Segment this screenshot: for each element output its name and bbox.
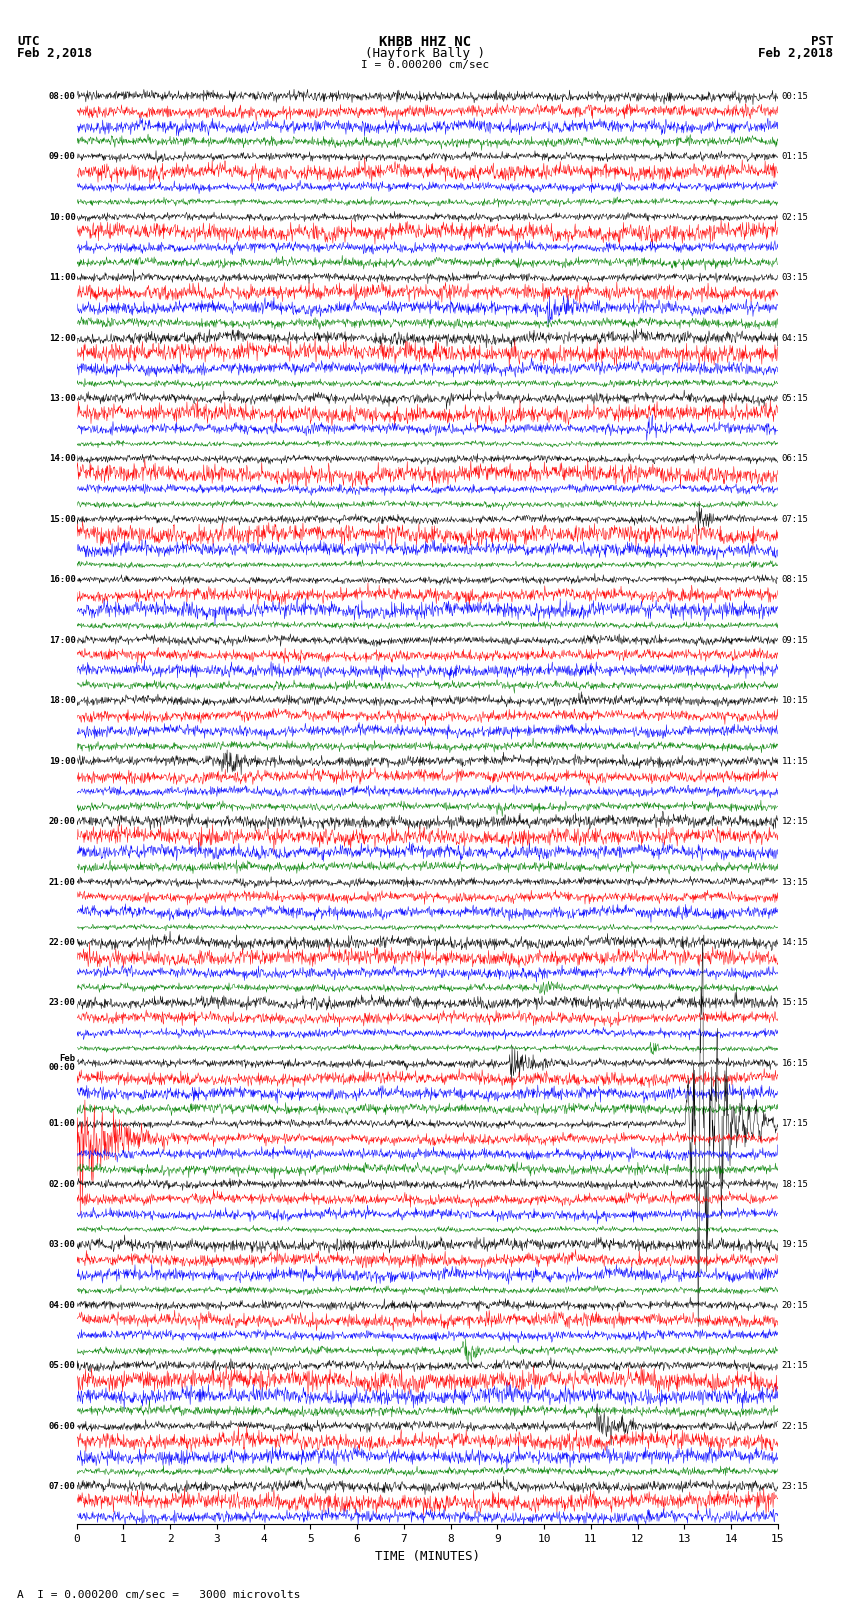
Text: 22:00: 22:00 [48,939,76,947]
Text: 08:15: 08:15 [781,576,808,584]
Text: (Hayfork Bally ): (Hayfork Bally ) [365,47,485,60]
Text: 11:15: 11:15 [781,756,808,766]
Text: 03:00: 03:00 [48,1240,76,1248]
Text: Feb 2,2018: Feb 2,2018 [17,47,92,60]
Text: 02:00: 02:00 [48,1179,76,1189]
Text: 20:15: 20:15 [781,1300,808,1310]
Text: 17:15: 17:15 [781,1119,808,1129]
Text: 16:00: 16:00 [48,576,76,584]
Text: 19:00: 19:00 [48,756,76,766]
Text: 06:00: 06:00 [48,1421,76,1431]
Text: 12:00: 12:00 [48,334,76,342]
X-axis label: TIME (MINUTES): TIME (MINUTES) [375,1550,479,1563]
Text: 20:00: 20:00 [48,818,76,826]
Text: 05:15: 05:15 [781,394,808,403]
Text: 15:15: 15:15 [781,998,808,1008]
Text: 21:15: 21:15 [781,1361,808,1369]
Text: KHBB HHZ NC: KHBB HHZ NC [379,35,471,50]
Text: 07:15: 07:15 [781,515,808,524]
Text: 12:15: 12:15 [781,818,808,826]
Text: 11:00: 11:00 [48,273,76,282]
Text: UTC: UTC [17,35,39,48]
Text: I = 0.000200 cm/sec: I = 0.000200 cm/sec [361,60,489,69]
Text: 08:00: 08:00 [48,92,76,100]
Text: 14:15: 14:15 [781,939,808,947]
Text: 15:00: 15:00 [48,515,76,524]
Text: 09:00: 09:00 [48,152,76,161]
Text: 18:15: 18:15 [781,1179,808,1189]
Text: 00:00: 00:00 [48,1063,76,1073]
Text: 07:00: 07:00 [48,1482,76,1490]
Text: 06:15: 06:15 [781,455,808,463]
Text: 16:15: 16:15 [781,1058,808,1068]
Text: 01:00: 01:00 [48,1119,76,1129]
Text: 00:15: 00:15 [781,92,808,100]
Text: 04:00: 04:00 [48,1300,76,1310]
Text: 13:00: 13:00 [48,394,76,403]
Text: 03:15: 03:15 [781,273,808,282]
Text: 09:15: 09:15 [781,636,808,645]
Text: 10:00: 10:00 [48,213,76,221]
Text: 22:15: 22:15 [781,1421,808,1431]
Text: 05:00: 05:00 [48,1361,76,1369]
Text: 23:00: 23:00 [48,998,76,1008]
Text: 02:15: 02:15 [781,213,808,221]
Text: Feb: Feb [60,1055,76,1063]
Text: Feb 2,2018: Feb 2,2018 [758,47,833,60]
Text: 18:00: 18:00 [48,697,76,705]
Text: 21:00: 21:00 [48,877,76,887]
Text: 04:15: 04:15 [781,334,808,342]
Text: 23:15: 23:15 [781,1482,808,1490]
Text: A  I = 0.000200 cm/sec =   3000 microvolts: A I = 0.000200 cm/sec = 3000 microvolts [17,1590,301,1600]
Text: 10:15: 10:15 [781,697,808,705]
Text: PST: PST [811,35,833,48]
Text: 14:00: 14:00 [48,455,76,463]
Text: 13:15: 13:15 [781,877,808,887]
Text: 17:00: 17:00 [48,636,76,645]
Text: 19:15: 19:15 [781,1240,808,1248]
Text: 01:15: 01:15 [781,152,808,161]
